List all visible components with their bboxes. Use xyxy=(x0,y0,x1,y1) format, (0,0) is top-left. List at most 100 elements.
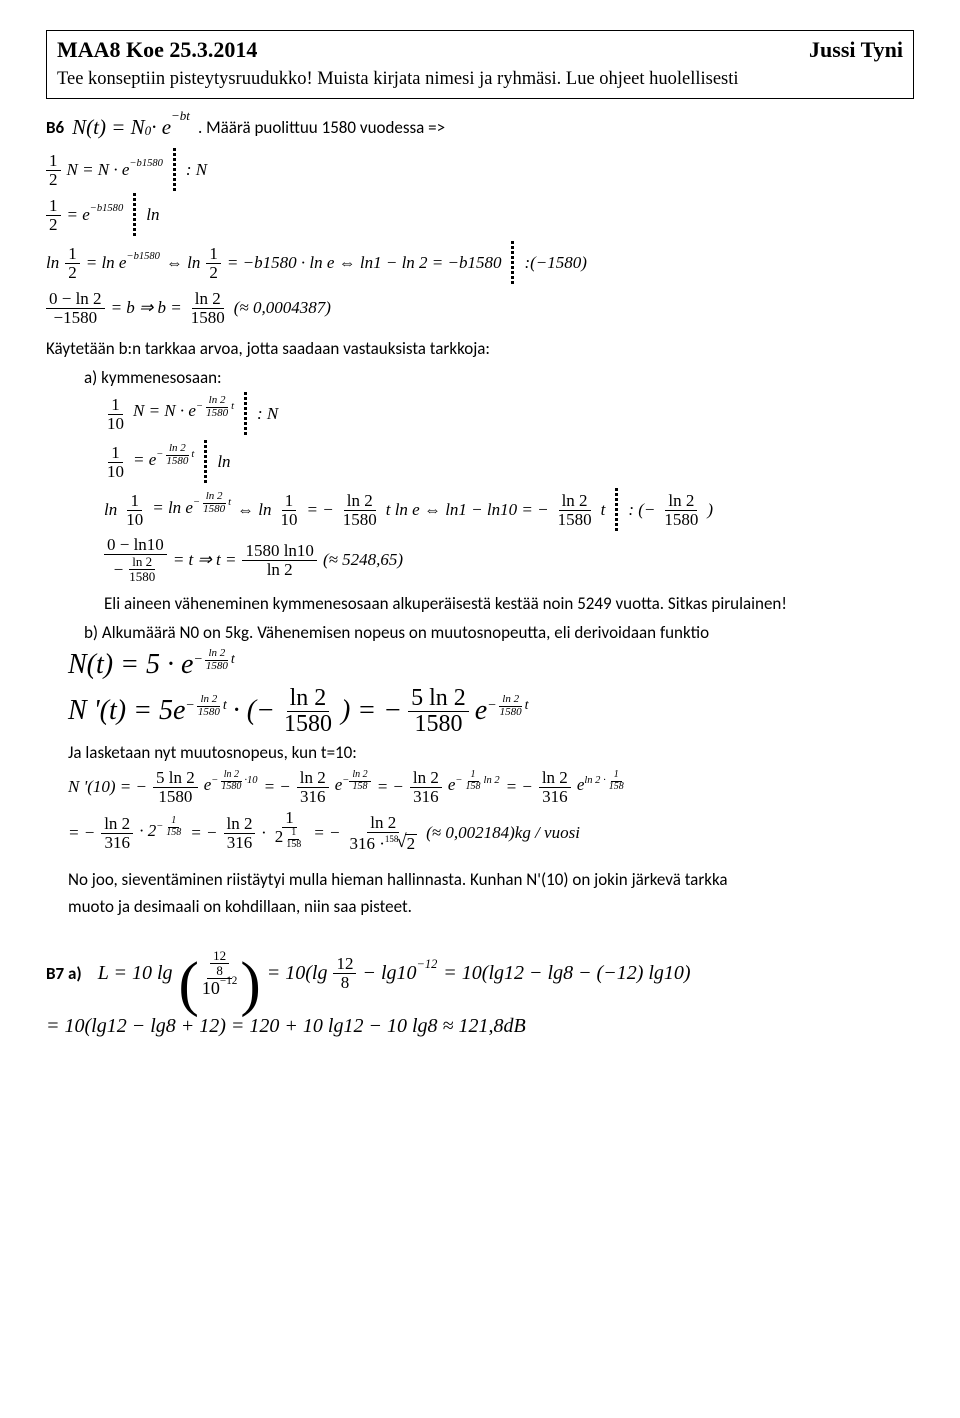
a3-f: t xyxy=(601,500,606,520)
a3-g: : (− xyxy=(628,500,655,520)
a-label: a) kymmenesosaan: xyxy=(84,367,914,388)
a3-d: = − xyxy=(307,500,334,520)
b6-eq2: 1 2 = e−b1580 ln xyxy=(46,193,914,237)
a3-e: t ln e ⇔ ln1 − ln10 = − xyxy=(386,500,549,520)
eq2-right: ln xyxy=(146,205,159,225)
b6-eq1: 1 2 N = N · e−b1580 : N xyxy=(46,148,914,192)
a3-a: ln xyxy=(104,500,117,520)
a3-c: ⇔ ln xyxy=(237,500,271,520)
b7-r3: = 10(lg12 − lg8 − (−12) lg10) xyxy=(443,962,690,985)
frac-half-3: 1 2 xyxy=(65,245,80,281)
eq4-a: = b ⇒ b = xyxy=(111,298,182,318)
b7-inner-frac: 12 8 10−12 xyxy=(199,949,240,997)
np10-e3: e−1158ln 2 xyxy=(448,775,500,799)
sep1 xyxy=(173,148,176,192)
np10-eq1: = − xyxy=(264,777,291,797)
b6-eq3: ln 1 2 = ln e−b1580 ⇔ ln 1 2 = −b1580 · … xyxy=(46,241,914,285)
b6-eq4: 0 − ln 2 −1580 = b ⇒ b = ln 2 1580 (≈ 0,… xyxy=(46,290,914,326)
sep-a3 xyxy=(615,488,618,532)
a1-sup: −ln 21580t xyxy=(196,395,234,419)
header-box: MAA8 Koe 25.3.2014 Jussi Tyni Tee konsep… xyxy=(46,30,914,99)
b7-frac-12-8: 12 8 xyxy=(333,955,356,991)
header-subtitle: Tee konseptiin pisteytysruudukko! Muista… xyxy=(57,69,903,90)
sep-a2 xyxy=(204,440,207,484)
np10-e2: e−ln 2158 xyxy=(335,775,371,799)
b-N-eq: N(t) = 5 · e−ln 21580t xyxy=(68,649,914,682)
b6-definition-line: B6 N(t) = N0 · e−bt . Määrä puolittuu 15… xyxy=(46,115,914,140)
title-right: Jussi Tyni xyxy=(809,37,903,63)
b-comment: Ja lasketaan nyt muutosnopeus, kun t=10: xyxy=(68,742,914,763)
row2-mid1: · 2−1158 xyxy=(139,821,184,845)
sep-a1 xyxy=(244,392,247,436)
a-comment: Eli aineen väheneminen kymmenesosaan alk… xyxy=(104,593,914,614)
eq3-e: :(−1580) xyxy=(524,253,586,273)
b6-def-lhs: N(t) = N0 · e−bt xyxy=(72,115,190,140)
frac-half-4: 1 2 xyxy=(206,245,221,281)
title-left: MAA8 Koe 25.3.2014 xyxy=(57,37,257,63)
a-eq2: 1 10 = e−ln 21580t ln xyxy=(104,440,914,484)
frac-tenth-3: 1 10 xyxy=(123,492,146,528)
a-eq3: ln 1 10 = ln e−ln 21580t ⇔ ln 1 10 = − l… xyxy=(104,488,914,532)
frac-tenth-2: 1 10 xyxy=(104,444,127,480)
a2-r: ln xyxy=(217,452,230,472)
b6-caption: Käytetään b:n tarkkaa arvoa, jotta saada… xyxy=(46,338,914,359)
b7-line2: = 10(lg12 − lg8 + 12) = 120 + 10 lg12 − … xyxy=(46,1015,914,1038)
a-eq4: 0 − ln10 − ln 2 1580 = t ⇒ t = 1580 ln10… xyxy=(104,536,914,583)
b7-line2-body: = 10(lg12 − lg8 + 12) = 120 + 10 lg12 − … xyxy=(46,1015,526,1038)
frac-half-2: 1 2 xyxy=(46,197,61,233)
closing2: muoto ja desimaali on kohdillaan, niin s… xyxy=(68,896,914,917)
b7-r2a: − lg10−12 xyxy=(362,962,437,985)
frac-ln2-316-d: ln 2 316 xyxy=(101,815,133,851)
a3-b: = ln e−ln 21580t xyxy=(152,498,231,523)
frac-ln2-316-b: ln 2 316 xyxy=(410,769,442,805)
frac-5ln2-big: 5 ln 2 1580 xyxy=(408,686,469,736)
frac-ln2-a: ln 2 1580 xyxy=(340,492,380,528)
b-label: b) Alkumäärä N0 on 5kg. Vähenemisen nope… xyxy=(84,622,914,643)
b7-r1: = 10(lg xyxy=(267,962,328,985)
page: MAA8 Koe 25.3.2014 Jussi Tyni Tee konsep… xyxy=(0,0,960,1418)
b7-line1: B7 a) L = 10 lg 12 8 10−12 = 10(lg 12 8 xyxy=(46,949,914,997)
eq4-b: (≈ 0,0004387) xyxy=(234,298,331,318)
eq3-b: = ln e−b1580 xyxy=(86,253,160,273)
np10-eq3: = − xyxy=(506,777,533,797)
root-158-2: 158 √ 2 xyxy=(385,833,417,852)
b-Nprime-eq: N '(t) = 5e−ln 21580t · (− ln 2 1580 ) =… xyxy=(68,686,914,736)
eq3-a: ln xyxy=(46,253,59,273)
eq3-c: ⇔ ln xyxy=(166,253,200,273)
row2-b: = − xyxy=(190,823,217,843)
a4-r: (≈ 5248,65) xyxy=(323,550,403,570)
bNp-e: e−ln 21580t xyxy=(475,695,529,728)
b7-L: L = 10 lg xyxy=(98,962,173,985)
np10-e4: eln 2 · 1158 xyxy=(577,775,627,799)
row2-a: = − xyxy=(68,823,95,843)
frac-tenth-4: 1 10 xyxy=(278,492,301,528)
a2-body: = e−ln 21580t xyxy=(133,450,194,475)
b7-label: B7 a) xyxy=(46,963,82,984)
frac-half-1: 1 2 xyxy=(46,152,61,188)
frac-tenth-1: 1 10 xyxy=(104,396,127,432)
eq1-body: N = N · e−b1580 xyxy=(67,160,163,180)
a3-h: ) xyxy=(707,500,713,520)
closing1: No joo, sieventäminen riistäytyi mulla h… xyxy=(68,869,914,890)
bNp-l: N '(t) = 5e−ln 21580t xyxy=(68,695,227,728)
bNp-mid: · (− xyxy=(233,695,275,727)
a-eq1: 1 10 N = N · e−ln 21580t : N xyxy=(104,392,914,436)
np10-eq2: = − xyxy=(377,777,404,797)
frac-final: ln 2 316 · 158 √ 2 xyxy=(346,814,420,852)
np10-row1: N '(10) = − 5 ln 2 1580 e−ln 21580·10 = … xyxy=(68,769,914,805)
row2-tail: (≈ 0,002184)kg / vuosi xyxy=(426,823,580,843)
frac-ln2-316-c: ln 2 316 xyxy=(539,769,571,805)
frac-ln2: ln 2 1580 xyxy=(188,290,228,326)
frac-ln2-big: ln 2 1580 xyxy=(281,686,335,736)
eq1-right: : N xyxy=(186,160,207,180)
a1-body: N = N · e−ln 21580t xyxy=(133,401,234,426)
sep3 xyxy=(511,241,514,285)
frac-0ln2: 0 − ln 2 −1580 xyxy=(46,290,105,326)
np10-e1: e−ln 21580·10 xyxy=(204,775,258,799)
a1-r: : N xyxy=(257,404,278,424)
np10-l: N '(10) = − xyxy=(68,777,147,797)
b6-label: B6 xyxy=(46,117,64,138)
row2-d: = − xyxy=(313,823,340,843)
frac-ln2-c: ln 2 1580 xyxy=(661,492,701,528)
frac-a4-r: 1580 ln10 ln 2 xyxy=(242,542,316,578)
